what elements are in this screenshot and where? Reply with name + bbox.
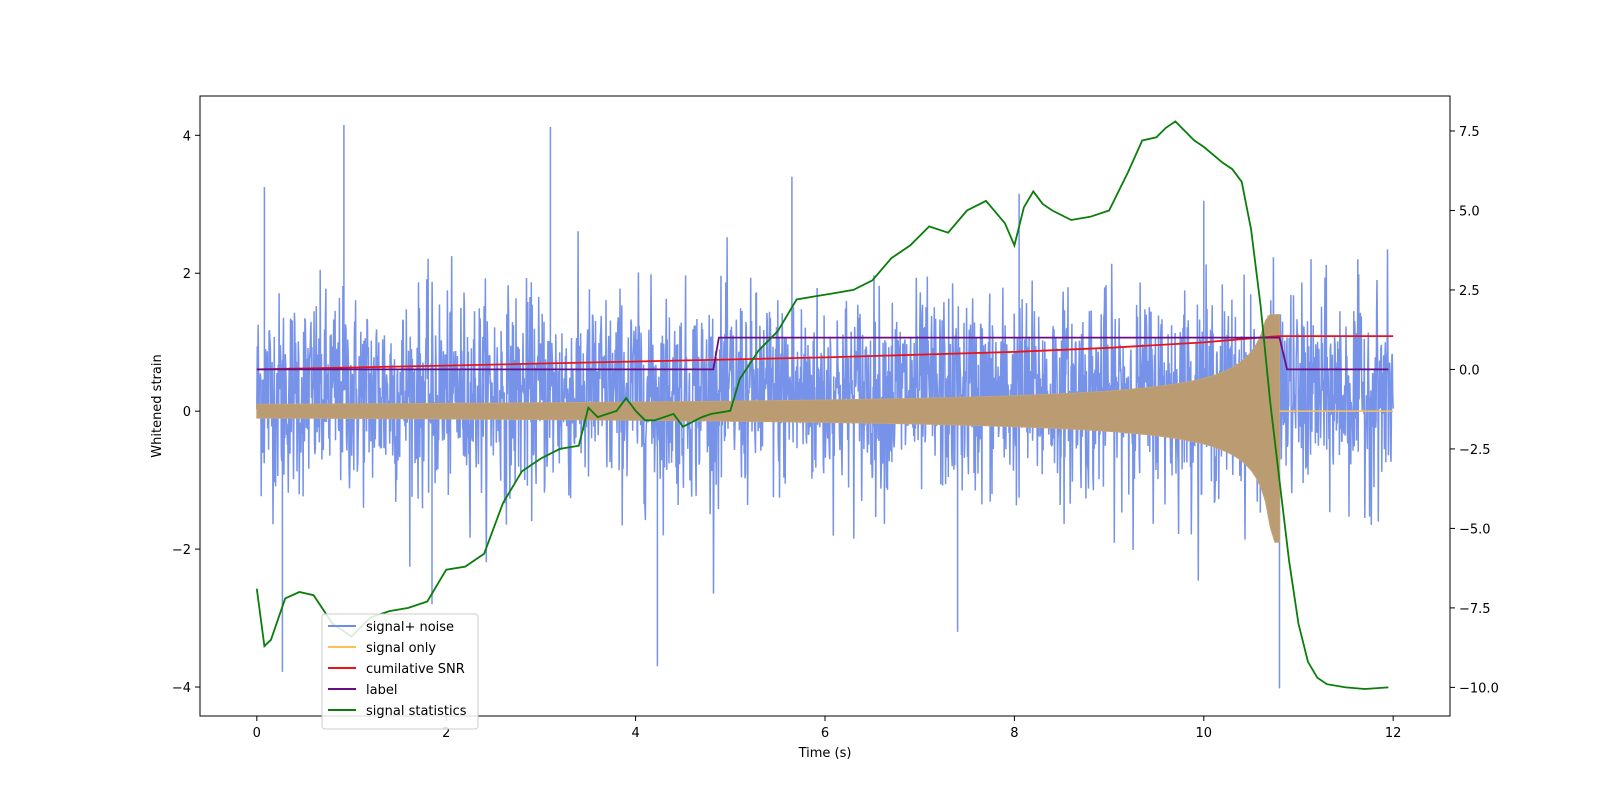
legend-box: [321, 613, 479, 730]
y2-tick-label: 0.0: [1459, 363, 1480, 378]
y2-tick-label: 7.5: [1459, 125, 1480, 140]
x-tick-label: 0: [253, 726, 261, 741]
x-tick-label: 10: [1196, 726, 1213, 741]
y2-tick-label: 5.0: [1459, 204, 1480, 219]
legend-entry: signal only: [366, 641, 436, 656]
y2-tick-label: −2.5: [1459, 443, 1491, 458]
y-tick-label: −2: [172, 543, 191, 558]
x-axis: 0 2 4 6 8 10 12: [253, 716, 1402, 741]
legend-entry: signal statistics: [366, 704, 467, 719]
legend-entry: cumilative SNR: [366, 662, 465, 677]
x-tick-label: 4: [631, 726, 639, 741]
y-tick-label: −4: [172, 681, 191, 696]
y-tick-label: 2: [183, 267, 191, 282]
x-tick-label: 6: [821, 726, 829, 741]
x-tick-label: 2: [442, 726, 450, 741]
legend-entry: signal+ noise: [366, 620, 454, 635]
y2-tick-label: −10.0: [1459, 681, 1499, 696]
right-y-axis: −10.0 −7.5 −5.0 −2.5 0.0 2.5 5.0 7.5: [1450, 125, 1499, 696]
x-tick-label: 8: [1010, 726, 1018, 741]
series-signal-only: [255, 314, 1280, 543]
legend: signal+ noise signal only cumilative SNR la…: [321, 613, 479, 730]
y-tick-label: 4: [183, 129, 191, 144]
legend-entry: label: [366, 683, 397, 698]
plot-area: [255, 120, 1394, 690]
y-axis: −4 −2 0 2 4: [172, 129, 200, 696]
y2-tick-label: −7.5: [1459, 602, 1491, 617]
x-tick-label: 12: [1385, 726, 1402, 741]
y-tick-label: 0: [183, 405, 191, 420]
y2-tick-label: −5.0: [1459, 522, 1491, 537]
series-signal-statistics: [255, 120, 1389, 690]
x-axis-label: Time (s): [798, 746, 852, 761]
y2-tick-label: 2.5: [1459, 284, 1480, 299]
series-label: [256, 336, 1389, 371]
y-axis-label: Whitened strain: [150, 354, 165, 457]
